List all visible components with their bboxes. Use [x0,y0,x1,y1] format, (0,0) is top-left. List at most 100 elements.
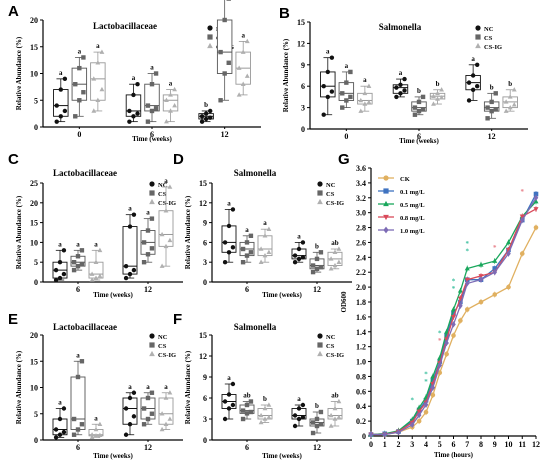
data-point [258,412,264,418]
data-point [127,224,133,229]
significance-letter: a [164,383,168,391]
significance-letter: a [58,240,62,248]
x-tick-label: 6 [76,285,80,294]
y-tick-label: 1.6 [356,313,366,322]
data-point [318,264,324,270]
data-point [332,405,338,411]
data-point [145,228,151,233]
y-tick-label: 15 [199,331,207,340]
data-point [431,101,436,106]
data-point [409,421,415,428]
data-point [149,82,155,87]
data-point [511,102,517,107]
significance-letter: a [399,69,403,77]
data-point [402,76,407,82]
x-tick-label: 5 [438,440,442,449]
y-tick-label: 1.8 [356,298,366,307]
data-point [93,433,99,438]
data-point [492,266,498,271]
legend-label: CS [484,35,493,42]
significance-letter: a [297,232,301,240]
x-axis-label: Time (weeks) [132,135,172,143]
significance-letter: a [326,48,330,56]
data-point [336,246,342,251]
panel-title: Lactobacillaceae [93,21,157,31]
x-tick-label: 12 [221,130,229,139]
data-point [314,256,320,262]
data-point [58,114,63,119]
box-body [122,397,138,425]
significance-letter: b [436,80,440,88]
data-point [505,239,512,245]
data-point [159,231,165,237]
data-point [336,414,342,420]
data-point [506,250,511,257]
data-point [131,114,136,119]
significance-letter: a [169,80,173,88]
legend-label: 0.8 mg/L [400,215,425,222]
data-point [292,260,298,265]
data-point [457,296,463,302]
data-point [368,431,374,438]
data-point [149,216,155,221]
x-axis-label: Time (weeks) [399,137,439,145]
data-point [131,92,136,98]
significance-letter: a [345,62,349,70]
data-point [230,245,236,250]
data-point [435,96,440,101]
data-point [451,321,456,328]
data-point [208,108,213,114]
significance-asterisk: * [466,240,470,248]
data-point [416,108,422,114]
y-tick-label: 5 [34,258,38,267]
box-nc: a [52,240,68,283]
significance-letter: a [132,74,136,82]
data-point [493,107,498,112]
y-tick-label: 10 [30,384,38,393]
data-point [149,108,155,114]
y-tick-label: 0 [203,278,207,287]
data-point [168,108,173,113]
y-axis-label: Relative Abundance (%) [15,36,23,110]
data-point [203,111,209,116]
data-point [489,108,494,114]
significance-letter: a [146,383,150,391]
legend-marker [475,34,481,40]
data-point [159,411,165,416]
data-point [199,114,205,119]
data-point [464,307,470,312]
panel-letter: A [8,3,19,20]
data-point [93,275,99,280]
data-point [135,111,140,116]
significance-letter: a [227,199,231,207]
legend-label: CS [158,191,167,198]
significance-asterisk: * [466,248,470,256]
data-point [71,416,77,422]
y-tick-label: 0.4 [356,402,366,411]
data-point [149,411,155,416]
significance-letter: a [58,399,62,407]
legend-label: NC [326,182,336,189]
y-tick-label: 5 [34,96,38,105]
significance-asterisk: * [452,277,456,285]
y-tick-label: 20 [30,331,38,340]
data-point [430,384,436,391]
data-point [244,253,250,258]
box-body [216,19,233,74]
data-point [95,60,101,65]
box-cs-ig: b [429,80,446,106]
data-point [89,432,95,437]
data-point [439,94,445,100]
data-point [382,431,388,438]
data-point [167,416,173,421]
data-point [244,411,250,416]
significance-letter: a [128,383,132,391]
legend-marker [149,198,155,205]
data-point [519,217,525,224]
data-point [492,258,498,263]
data-point [444,329,450,334]
significance-letter: ab [331,392,339,400]
data-point [141,422,147,427]
data-point [53,267,59,273]
significance-letter: b [417,87,421,95]
